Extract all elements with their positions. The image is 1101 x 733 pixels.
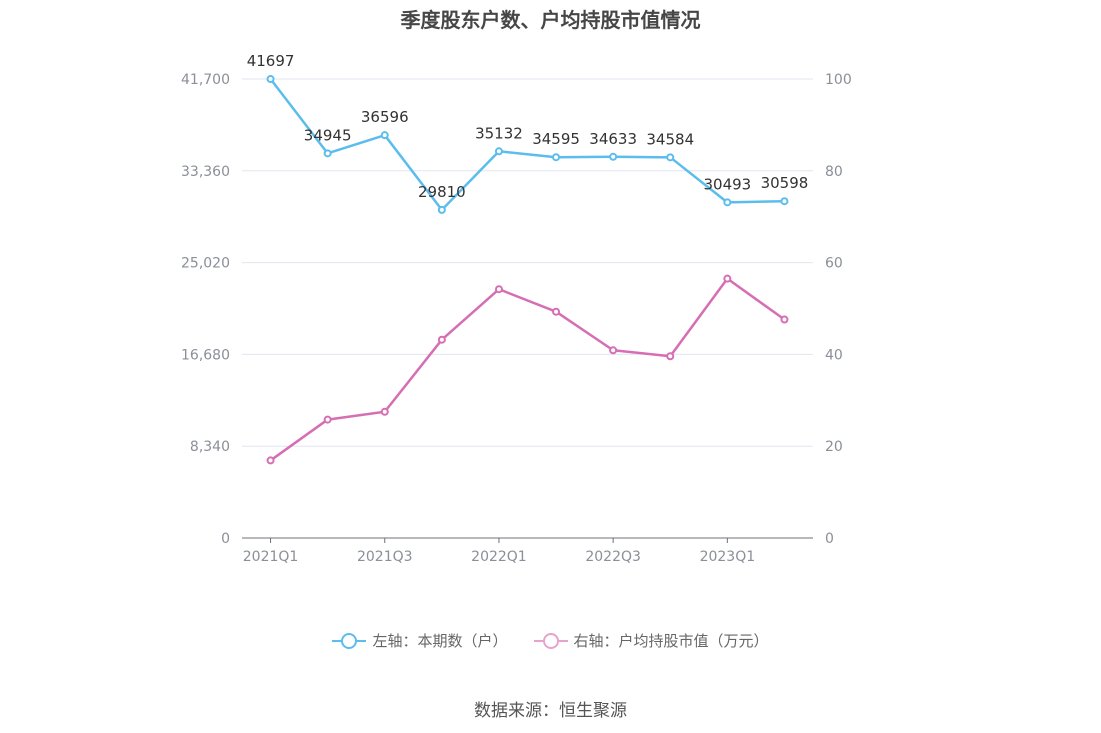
data-point bbox=[666, 352, 675, 361]
series-line-2 bbox=[269, 277, 786, 462]
data-label: 36596 bbox=[361, 108, 409, 126]
x-tick-label: 2023Q1 bbox=[700, 549, 756, 565]
data-label: 29810 bbox=[418, 183, 466, 201]
data-source: 数据来源：恒生聚源 bbox=[474, 701, 627, 721]
data-point bbox=[666, 153, 675, 162]
y-left-tick-label: 16,680 bbox=[181, 347, 230, 363]
data-label: 35132 bbox=[475, 124, 523, 142]
legend-label-right: 右轴：户均持股市值（万元） bbox=[573, 632, 769, 650]
x-tick-label: 2022Q3 bbox=[585, 549, 641, 565]
y-left-tick-label: 25,020 bbox=[181, 256, 230, 272]
y-right-tick-label: 80 bbox=[825, 164, 843, 180]
data-point bbox=[552, 153, 561, 162]
data-point bbox=[380, 131, 389, 140]
y-right-tick-label: 60 bbox=[825, 256, 843, 272]
data-point bbox=[609, 346, 618, 355]
data-label: 34633 bbox=[589, 130, 637, 148]
x-tick-label: 2021Q1 bbox=[243, 549, 299, 565]
data-label: 30493 bbox=[703, 175, 751, 193]
legend-label-left: 左轴：本期数（户） bbox=[372, 632, 508, 650]
y-left-tick-label: 0 bbox=[221, 531, 230, 547]
x-tick-label: 2022Q1 bbox=[471, 549, 527, 565]
data-label: 34595 bbox=[532, 130, 580, 148]
line-chart: 0 0 8,340 20 16,680 40 25,020 60 33,360 80 41,700 1… bbox=[181, 52, 852, 565]
data-point bbox=[780, 315, 789, 324]
legend-line-circle-icon bbox=[533, 632, 568, 649]
data-point bbox=[494, 285, 503, 294]
data-point bbox=[494, 147, 503, 156]
y-right-tick-label: 100 bbox=[825, 72, 852, 88]
data-point bbox=[323, 149, 332, 158]
series-line-1 bbox=[269, 78, 785, 212]
data-point bbox=[380, 407, 389, 416]
data-point bbox=[266, 456, 275, 465]
y-right-tick-label: 20 bbox=[825, 439, 843, 455]
legend-item-left-axis[interactable]: 左轴：本期数（户） bbox=[332, 630, 508, 651]
y-right-tick-label: 40 bbox=[825, 347, 843, 363]
data-point bbox=[609, 152, 618, 161]
data-point bbox=[266, 75, 275, 84]
legend: 左轴：本期数（户） 右轴：户均持股市值（万元） bbox=[0, 630, 1101, 651]
data-point bbox=[437, 205, 446, 214]
data-point bbox=[723, 274, 732, 283]
y-left-tick-label: 8,340 bbox=[190, 439, 230, 455]
legend-line-circle-icon bbox=[332, 632, 367, 649]
y-left-tick-label: 41,700 bbox=[181, 72, 230, 88]
x-tick-label: 2021Q3 bbox=[357, 549, 413, 565]
data-label: 34945 bbox=[304, 126, 352, 144]
data-point bbox=[552, 307, 561, 316]
y-right-tick-label: 0 bbox=[825, 531, 834, 547]
data-label: 34584 bbox=[646, 130, 694, 148]
data-label: 30598 bbox=[761, 174, 809, 192]
data-label: 41697 bbox=[247, 52, 295, 70]
data-point bbox=[437, 335, 446, 344]
data-point bbox=[323, 415, 332, 424]
legend-item-right-axis[interactable]: 右轴：户均持股市值（万元） bbox=[533, 630, 769, 651]
y-left-tick-label: 33,360 bbox=[181, 164, 230, 180]
data-point bbox=[723, 198, 732, 207]
chart-title: 季度股东户数、户均持股市值情况 bbox=[400, 8, 701, 32]
data-point bbox=[780, 197, 789, 206]
